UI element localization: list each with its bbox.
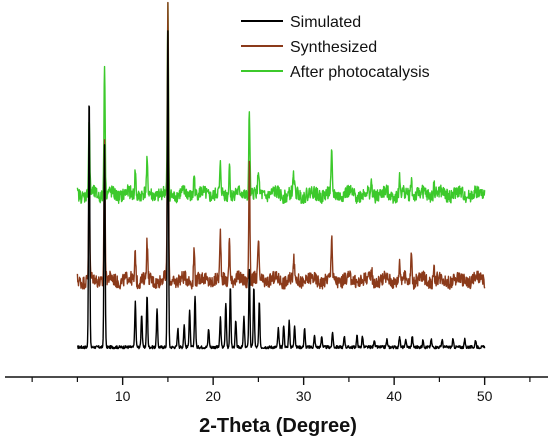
- x-tick-label: 10: [115, 388, 131, 404]
- series-line-after-photocatalysis: [76, 2, 486, 204]
- x-tick-label: 50: [477, 388, 493, 404]
- x-tick-label: 40: [386, 388, 402, 404]
- series-line-synthesized: [76, 1, 486, 290]
- x-tick-label: 20: [205, 388, 221, 404]
- x-axis-ticks: 10 20 30 40 50: [31, 377, 531, 404]
- legend: Simulated Synthesized After photocatalys…: [241, 14, 430, 81]
- x-axis-title: 2-Theta (Degree): [199, 415, 357, 437]
- legend-label-simulated: Simulated: [290, 14, 361, 31]
- legend-label-after-photocatalysis: After photocatalysis: [290, 64, 430, 81]
- series-layer: [76, 1, 486, 350]
- series-line-simulated: [77, 30, 486, 350]
- legend-label-synthesized: Synthesized: [290, 39, 377, 56]
- x-tick-label: 30: [296, 388, 312, 404]
